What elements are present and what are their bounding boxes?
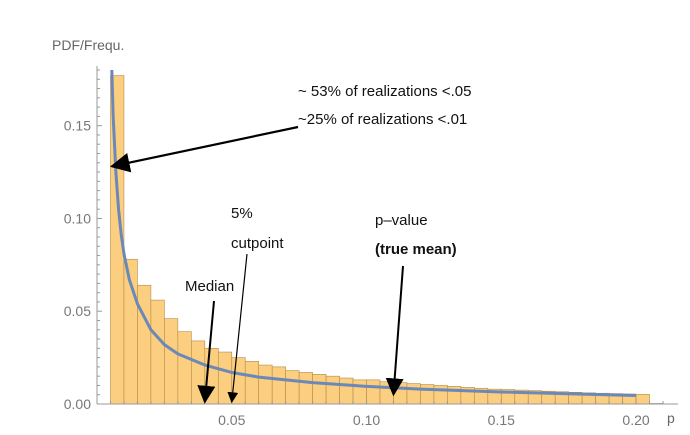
y-tick-label: 0.15 — [64, 118, 91, 134]
histogram-bar — [217, 351, 233, 405]
histogram-bar — [393, 382, 408, 405]
histogram-bar — [164, 318, 179, 405]
histogram-bar — [312, 374, 327, 405]
histogram-bar — [271, 366, 286, 405]
histogram-bar — [244, 361, 260, 405]
y-tick-label: 0.05 — [64, 303, 91, 319]
annotation-cutpoint: cutpoint — [231, 235, 284, 252]
x-tick-label: 0.20 — [622, 412, 649, 428]
histogram-bar — [258, 364, 273, 405]
histogram-bar — [352, 379, 367, 405]
histogram-bar — [406, 383, 421, 405]
annotation-median: Median — [185, 278, 234, 295]
x-tick-label: 0.10 — [353, 412, 380, 428]
arrow-p-value — [385, 265, 404, 397]
histogram-bar — [137, 284, 152, 405]
histogram-bar — [298, 372, 313, 405]
annotation-true-mean: (true mean) — [375, 241, 457, 258]
y-tick-labels: 0.00 0.05 0.10 0.15 — [64, 118, 91, 412]
arrow-5-percent-cutpoint — [227, 253, 248, 404]
histogram-bar — [366, 379, 381, 405]
y-tick-label: 0.10 — [64, 210, 91, 226]
histogram-bar — [191, 340, 206, 405]
histogram-bar — [379, 381, 394, 405]
histogram-bar — [420, 384, 435, 405]
arrow-median — [197, 300, 216, 404]
x-tick-label: 0.15 — [488, 412, 515, 428]
arrow-to-peak — [109, 125, 299, 173]
x-tick-labels: 0.05 0.10 0.15 0.20 — [218, 412, 650, 428]
x-axis-label: p — [667, 410, 675, 426]
histogram-bar — [177, 331, 192, 405]
annotation-p-value: p–value — [375, 212, 428, 229]
annotation-25-percent: ~25% of realizations <.01 — [298, 111, 467, 128]
annotation-53-percent: ~ 53% of realizations <.05 — [298, 83, 471, 100]
histogram-bar — [150, 299, 165, 405]
histogram-bar — [285, 370, 300, 405]
annotation-arrows — [109, 125, 404, 404]
histogram-bar — [339, 377, 354, 405]
density-curve — [110, 69, 637, 397]
annotation-5-percent: 5% — [231, 205, 253, 222]
y-tick-label: 0.00 — [64, 396, 91, 412]
x-tick-label: 0.05 — [218, 412, 245, 428]
histogram-bar — [635, 394, 650, 405]
y-axis-label: PDF/Frequ. — [52, 37, 124, 53]
histogram-bar — [325, 375, 340, 405]
